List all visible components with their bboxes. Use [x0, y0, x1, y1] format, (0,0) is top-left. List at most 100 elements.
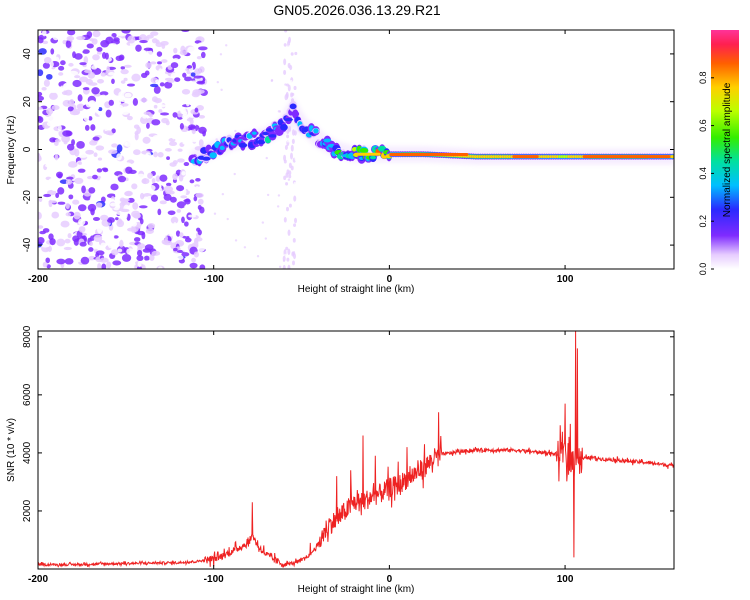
spectrogram-noise-blob	[289, 152, 293, 160]
spectrogram-noise-blob	[186, 65, 193, 69]
spectrogram-noise-blob	[38, 211, 42, 220]
spectrogram-noise-blob	[196, 80, 206, 85]
spectrogram-noise-blob	[86, 43, 94, 49]
spectrogram-noise-blob	[196, 227, 201, 232]
spectrogram-noise-blob	[181, 88, 191, 95]
spectrogram-noise-blob	[47, 209, 53, 215]
spectrogram-noise-blob	[88, 82, 98, 86]
spectrogram-noise-blob	[283, 43, 287, 47]
spectrogram-noise-blob	[61, 134, 70, 143]
spectrogram-noise-blob	[283, 159, 287, 164]
spectrogram-ridge-cell	[289, 103, 297, 110]
spectrogram-noise-blob	[119, 197, 126, 203]
spectrogram-noise-blob	[107, 93, 116, 101]
spectrogram-noise-blob	[293, 181, 297, 187]
spectrogram-x-ticks: -200 -100 0 100	[28, 30, 574, 285]
spectrogram-noise-blob	[112, 260, 122, 266]
spectrogram-noise-blob	[234, 129, 237, 133]
spectrogram-noise-blob	[170, 216, 179, 224]
spectrogram-y-ticks: -40 -20 0 20 40	[22, 48, 674, 252]
spectrogram-noise-blob	[97, 78, 105, 84]
spectrogram-noise-blob	[117, 218, 123, 225]
spectrogram-noise-blob	[131, 183, 138, 190]
spectrogram-noise-blob	[54, 154, 59, 161]
spectrogram-noise-blob	[286, 257, 290, 262]
spectrogram-noise-blob	[289, 79, 293, 85]
spectrogram-noise-blob	[229, 38, 233, 41]
spectrogram-noise-blob	[165, 182, 172, 187]
spectrogram-noise-blob	[78, 226, 86, 233]
spectrogram-noise-blob	[144, 244, 154, 251]
spectrogram-noise-blob	[86, 31, 93, 39]
spectrogram-noise-blob	[83, 56, 89, 65]
spectrogram-noise-blob	[49, 88, 58, 93]
spectrogram-noise-blob	[138, 205, 148, 209]
spectrogram-noise-blob	[98, 107, 103, 112]
spectrogram-noise-blob	[92, 174, 98, 180]
spectrogram-noise-blob	[293, 188, 297, 193]
spectrogram-noise-blob	[136, 173, 146, 180]
spectrogram-noise-blob	[286, 140, 290, 143]
spectrogram-noise-blob	[96, 51, 102, 55]
spectrogram-noise-blob	[120, 107, 130, 116]
spectrogram-noise-blob	[277, 194, 281, 197]
spectrogram-noise-blob	[234, 239, 238, 242]
spectrogram-noise-blob	[76, 91, 85, 97]
spectrogram-noise-blob	[42, 62, 50, 69]
spectrogram-noise-blob	[201, 221, 208, 228]
spectrogram-noise-blob	[120, 208, 130, 213]
spectrogram-noise-blob	[123, 64, 132, 68]
spectrogram-noise-blob	[136, 243, 146, 249]
spectrogram-noise-blob	[38, 236, 45, 244]
spectrogram-noise-blob	[150, 234, 156, 242]
spectrogram-y-tick-label: 40	[22, 48, 33, 60]
spectrogram-noise-blob	[256, 255, 260, 258]
spectrogram-noise-blob	[95, 202, 103, 208]
spectrogram-noise-blob	[38, 200, 47, 207]
spectrogram-noise-blob	[74, 148, 80, 157]
spectrogram-noise-blob	[68, 62, 74, 67]
spectrogram-y-tick-label: -40	[22, 237, 33, 252]
spectrogram-noise-blob	[184, 204, 191, 209]
spectrogram-noise-blob	[288, 45, 292, 50]
colorbar: 0.0 0.2 0.4 0.6 0.8 Normalized spectral ampl…	[698, 30, 739, 275]
spectrogram-noise-blob	[149, 254, 155, 262]
spectrogram-noise-blob	[54, 139, 61, 143]
spectrogram-noise-blob	[143, 47, 153, 51]
spectrogram-noise-blob	[54, 208, 63, 213]
spectrogram-noise-blob	[136, 126, 141, 135]
spectrogram-noise-blob	[288, 209, 292, 216]
spectrogram-noise-blob	[291, 251, 295, 257]
spectrogram-noise-blob	[184, 237, 192, 243]
spectrogram-noise-blob	[242, 191, 245, 194]
spectrogram-noise-blob	[137, 249, 143, 257]
spectrogram-noise-blob	[157, 151, 164, 158]
spectrogram-noise-blob	[143, 260, 152, 266]
spectrogram-noise-blob	[159, 200, 167, 205]
spectrogram-noise-blob	[163, 193, 172, 201]
snr-y-tick-label: 2000	[22, 499, 33, 522]
spectrogram-noise-blob	[126, 115, 133, 121]
spectrogram-noise-blob	[266, 193, 270, 197]
spectrogram-noise-blob	[106, 261, 112, 269]
spectrogram-noise-blob	[38, 106, 43, 111]
spectrogram-noise-blob	[99, 94, 108, 102]
spectrogram-noise-blob	[81, 250, 88, 255]
spectrogram-noise-blob	[133, 81, 140, 86]
spectrogram-noise-blob	[126, 146, 135, 154]
spectrogram-noise-blob	[225, 44, 228, 47]
spectrogram-noise-blob	[93, 152, 98, 158]
spectrogram-noise-blob	[88, 116, 93, 121]
spectrogram-noise-blob	[48, 200, 57, 204]
spectrogram-noise-blob	[287, 248, 291, 256]
spectrogram-noise-blob	[187, 185, 194, 192]
spectrogram-noise-blob	[68, 194, 74, 200]
spectrogram-noise-blob	[288, 174, 292, 179]
spectrogram-noise-blob	[129, 67, 136, 73]
spectrogram-noise-blob	[55, 50, 65, 55]
spectrogram-ridge-cell	[313, 128, 319, 134]
spectrogram-noise-blob	[166, 156, 170, 161]
spectrogram-noise-blob	[120, 80, 126, 84]
spectrogram-noise-blob	[158, 224, 163, 232]
spectrogram-noise-blob	[92, 216, 100, 221]
